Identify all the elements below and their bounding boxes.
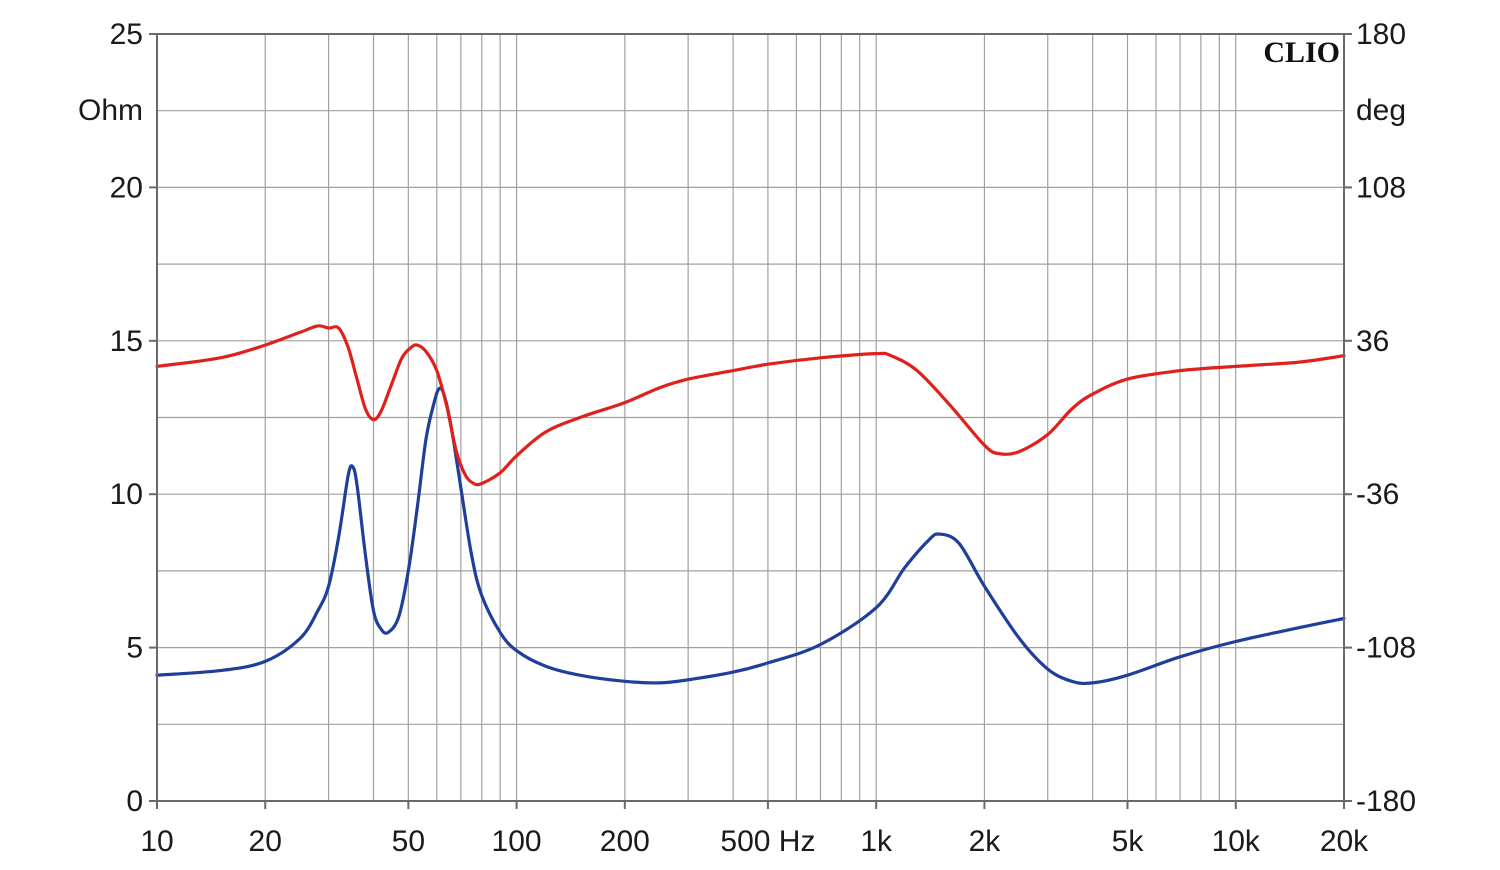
left-tick-label: 10 [110, 478, 143, 511]
phase-curve [155, 324, 1346, 487]
right-tick-label: 180 [1356, 18, 1406, 51]
x-tick-label: 1k [860, 825, 893, 858]
x-tick-label: 100 [492, 825, 542, 858]
left-axis-unit: Ohm [78, 94, 143, 127]
right-tick-label: -108 [1356, 632, 1416, 665]
plot-frame [156, 33, 1345, 802]
left-tick-label: 25 [110, 18, 143, 51]
left-tick-label: 15 [110, 325, 143, 358]
clio-brand-logo: CLIO [1263, 36, 1340, 69]
x-tick-label: 500 Hz [720, 825, 815, 858]
right-tick-label: 108 [1356, 171, 1406, 204]
right-tick-label: 36 [1356, 325, 1389, 358]
x-tick-label: 50 [392, 825, 425, 858]
x-tick-label: 20k [1320, 825, 1369, 858]
left-tick-label: 5 [126, 632, 143, 665]
x-tick-label: 10k [1212, 825, 1261, 858]
right-axis-unit: deg [1356, 94, 1406, 127]
x-tick-label: 5k [1112, 825, 1145, 858]
right-tick-label: -36 [1356, 478, 1399, 511]
x-tick-label: 2k [969, 825, 1002, 858]
x-tick-label: 20 [249, 825, 282, 858]
x-tick-label: 200 [600, 825, 650, 858]
axis-labels: 0 5 10 15 20 25 -180 -108 -36 36 108 180 10 20 50 100 20… [110, 18, 1416, 858]
curves [155, 324, 1346, 686]
grid [157, 34, 1344, 801]
impedance-curve [155, 386, 1346, 686]
left-tick-label: 0 [126, 785, 143, 818]
x-tick-label: 10 [140, 825, 173, 858]
right-tick-label: -180 [1356, 785, 1416, 818]
left-tick-label: 20 [110, 171, 143, 204]
